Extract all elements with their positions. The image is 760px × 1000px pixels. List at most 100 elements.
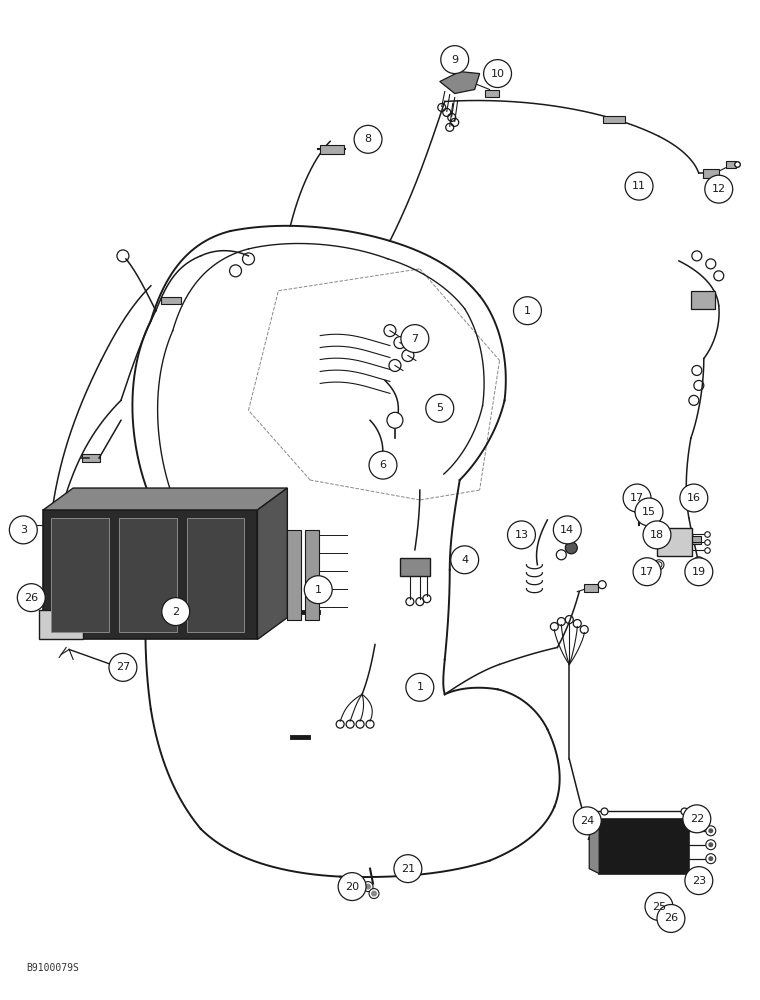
Circle shape — [565, 542, 578, 554]
Circle shape — [304, 576, 332, 604]
FancyBboxPatch shape — [119, 518, 177, 632]
Circle shape — [633, 558, 661, 586]
FancyBboxPatch shape — [320, 145, 344, 154]
Text: 25: 25 — [652, 902, 666, 912]
Circle shape — [426, 394, 454, 422]
Circle shape — [363, 882, 373, 892]
FancyBboxPatch shape — [603, 116, 625, 123]
Circle shape — [508, 521, 536, 549]
FancyBboxPatch shape — [726, 161, 736, 168]
Text: 1: 1 — [315, 585, 321, 595]
Circle shape — [406, 673, 434, 701]
Circle shape — [573, 807, 601, 835]
Text: 1: 1 — [416, 682, 423, 692]
Circle shape — [706, 840, 716, 850]
Text: 3: 3 — [20, 525, 27, 535]
Text: 17: 17 — [630, 493, 644, 503]
Circle shape — [645, 893, 673, 920]
Circle shape — [683, 805, 711, 833]
FancyBboxPatch shape — [306, 530, 319, 620]
Text: 27: 27 — [116, 662, 130, 672]
Circle shape — [369, 451, 397, 479]
Circle shape — [657, 905, 685, 932]
FancyBboxPatch shape — [40, 610, 83, 639]
Text: 26: 26 — [24, 593, 38, 603]
Circle shape — [708, 856, 714, 861]
Circle shape — [451, 546, 479, 574]
Circle shape — [685, 867, 713, 895]
Circle shape — [623, 484, 651, 512]
Text: 19: 19 — [692, 567, 706, 577]
Circle shape — [625, 172, 653, 200]
Circle shape — [706, 826, 716, 836]
Text: 18: 18 — [650, 530, 664, 540]
Circle shape — [9, 516, 37, 544]
FancyBboxPatch shape — [43, 510, 258, 639]
Text: 4: 4 — [461, 555, 468, 565]
Circle shape — [553, 516, 581, 544]
Circle shape — [365, 884, 371, 890]
FancyBboxPatch shape — [82, 454, 100, 462]
Text: 21: 21 — [401, 864, 415, 874]
FancyBboxPatch shape — [691, 291, 714, 309]
Polygon shape — [589, 819, 599, 874]
Text: B9100079S: B9100079S — [27, 963, 79, 973]
Text: 11: 11 — [632, 181, 646, 191]
Text: 17: 17 — [640, 567, 654, 577]
Circle shape — [394, 855, 422, 883]
Circle shape — [643, 521, 671, 549]
Circle shape — [708, 828, 714, 833]
Text: 26: 26 — [664, 913, 678, 923]
Text: 10: 10 — [490, 69, 505, 79]
Text: 1: 1 — [524, 306, 531, 316]
Circle shape — [369, 889, 379, 899]
Polygon shape — [258, 488, 287, 639]
Circle shape — [708, 842, 714, 847]
Text: 5: 5 — [436, 403, 443, 413]
Polygon shape — [43, 488, 287, 510]
Text: 7: 7 — [411, 334, 419, 344]
Circle shape — [373, 458, 387, 472]
Circle shape — [338, 873, 366, 901]
Text: 8: 8 — [365, 134, 372, 144]
Text: 22: 22 — [690, 814, 704, 824]
FancyBboxPatch shape — [599, 819, 689, 874]
FancyBboxPatch shape — [187, 518, 245, 632]
FancyBboxPatch shape — [400, 558, 430, 576]
Text: 16: 16 — [687, 493, 701, 503]
Polygon shape — [440, 72, 480, 93]
Circle shape — [17, 584, 46, 612]
Text: 9: 9 — [451, 55, 458, 65]
Circle shape — [441, 46, 469, 74]
FancyBboxPatch shape — [51, 518, 109, 632]
Text: 24: 24 — [580, 816, 594, 826]
FancyBboxPatch shape — [104, 617, 128, 626]
Circle shape — [371, 891, 377, 897]
FancyBboxPatch shape — [677, 536, 701, 544]
Text: 23: 23 — [692, 876, 706, 886]
Text: 20: 20 — [345, 882, 359, 892]
Text: 6: 6 — [379, 460, 387, 470]
Text: 13: 13 — [515, 530, 528, 540]
Text: 14: 14 — [560, 525, 575, 535]
Text: 15: 15 — [642, 507, 656, 517]
Text: 12: 12 — [711, 184, 726, 194]
FancyBboxPatch shape — [161, 297, 181, 304]
Circle shape — [401, 325, 429, 353]
FancyBboxPatch shape — [287, 530, 301, 620]
Circle shape — [162, 598, 190, 626]
Circle shape — [706, 854, 716, 864]
Circle shape — [483, 60, 511, 88]
Circle shape — [680, 484, 708, 512]
Circle shape — [685, 558, 713, 586]
FancyBboxPatch shape — [485, 90, 499, 97]
Circle shape — [514, 297, 541, 325]
FancyBboxPatch shape — [657, 528, 692, 556]
FancyBboxPatch shape — [703, 169, 719, 178]
Text: 2: 2 — [173, 607, 179, 617]
Circle shape — [354, 125, 382, 153]
Circle shape — [387, 412, 403, 428]
Circle shape — [109, 653, 137, 681]
FancyBboxPatch shape — [584, 584, 598, 592]
Circle shape — [635, 498, 663, 526]
